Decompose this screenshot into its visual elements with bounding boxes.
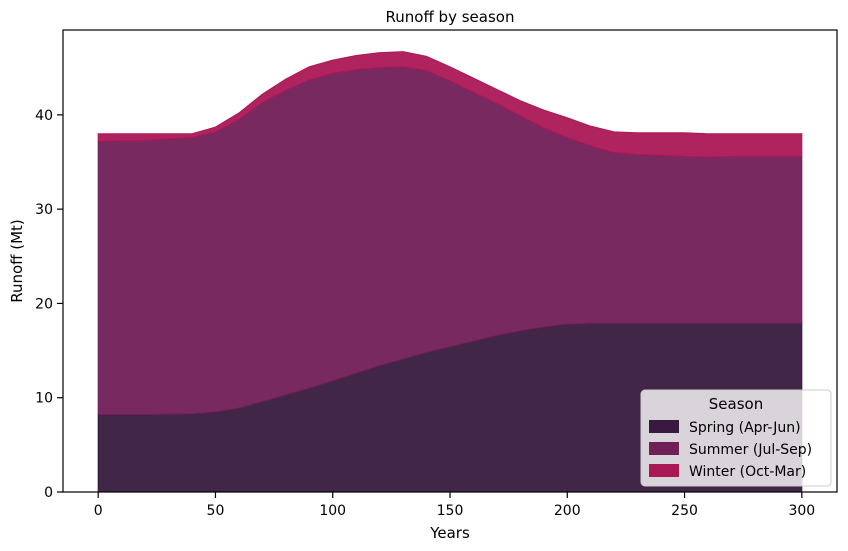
legend-swatch-spring-apr-jun — [649, 420, 679, 433]
y-tick-label: 40 — [35, 108, 53, 124]
x-tick-label: 50 — [207, 503, 225, 519]
area-winter-oct-mar — [97, 51, 803, 158]
legend-swatch-winter-oct-mar — [649, 464, 679, 477]
y-tick-label: 0 — [44, 485, 53, 501]
legend-label-spring-apr-jun: Spring (Apr-Jun) — [689, 420, 801, 436]
x-tick-label: 150 — [437, 503, 464, 519]
x-tick-label: 100 — [319, 503, 346, 519]
x-tick-label: 250 — [671, 503, 698, 519]
area-series-group — [97, 51, 803, 493]
y-tick-label: 10 — [35, 391, 53, 407]
legend: Season Spring (Apr-Jun) Summer (Jul-Sep) Wi… — [640, 389, 832, 487]
legend-label-summer-jul-sep: Summer (Jul-Sep) — [689, 442, 812, 458]
legend-title: Season — [709, 395, 763, 413]
x-tick-label: 300 — [788, 503, 815, 519]
y-tick-label: 30 — [35, 202, 53, 218]
y-axis-label: Runoff (Mt) — [8, 219, 26, 303]
y-tick-label: 20 — [35, 296, 53, 312]
x-axis-label: Years — [429, 524, 470, 542]
y-axis: 0 10 20 30 40 — [35, 108, 63, 501]
x-tick-label: 200 — [554, 503, 581, 519]
legend-swatch-summer-jul-sep — [649, 442, 679, 455]
chart-title: Runoff by season — [386, 8, 515, 26]
legend-label-winter-oct-mar: Winter (Oct-Mar) — [689, 464, 806, 480]
x-tick-label: 0 — [94, 503, 103, 519]
legend-box — [640, 389, 832, 487]
x-axis: 0 50 100 150 200 250 300 — [94, 492, 815, 519]
